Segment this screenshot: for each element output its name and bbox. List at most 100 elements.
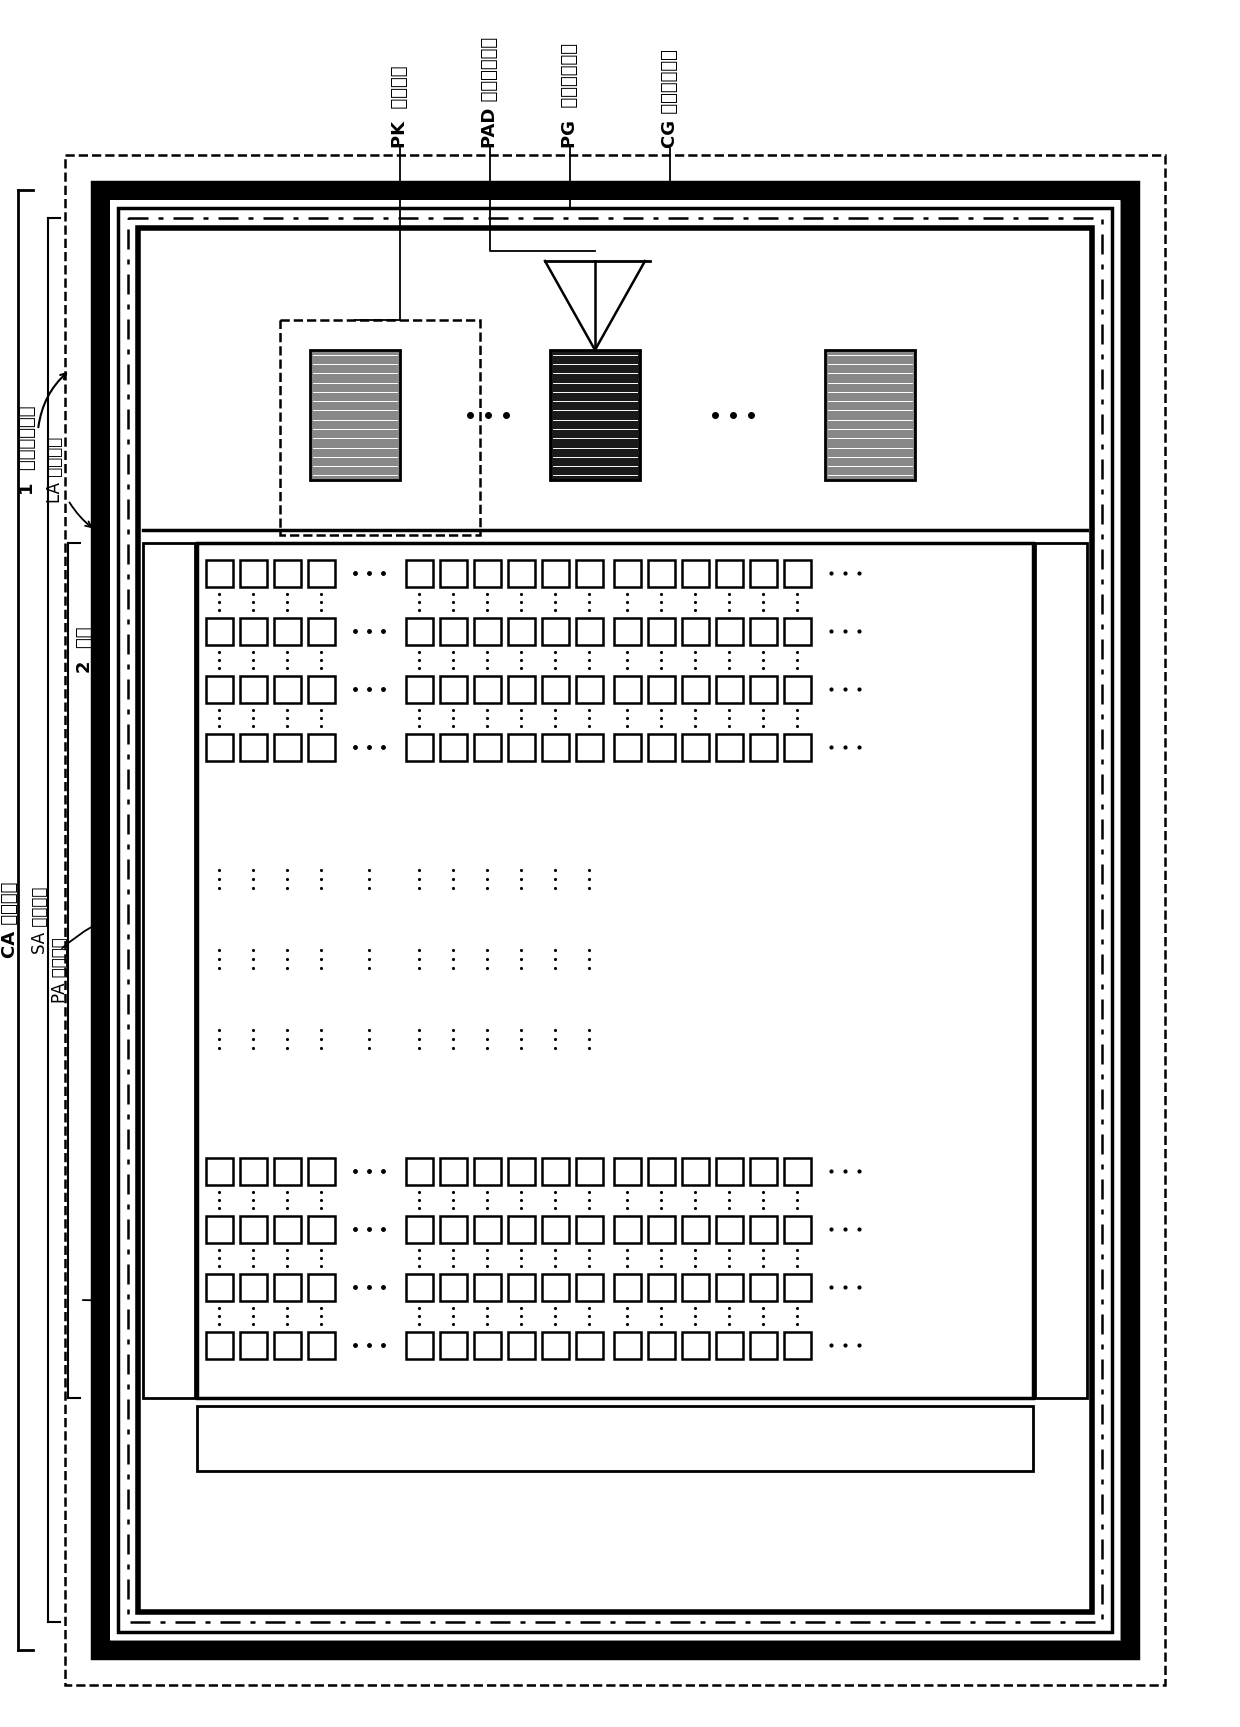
- Bar: [825, 351, 915, 480]
- Bar: [405, 1332, 433, 1359]
- Bar: [715, 1216, 743, 1242]
- Bar: [784, 1216, 811, 1242]
- Bar: [647, 560, 675, 587]
- Bar: [542, 1332, 568, 1359]
- Bar: [784, 1332, 811, 1359]
- Bar: [749, 1216, 776, 1242]
- Bar: [439, 734, 466, 760]
- Bar: [308, 560, 335, 587]
- Bar: [474, 1157, 501, 1185]
- Bar: [575, 1216, 603, 1242]
- Bar: [239, 560, 267, 587]
- Bar: [439, 560, 466, 587]
- Bar: [274, 618, 300, 644]
- Bar: [575, 734, 603, 760]
- Bar: [308, 1332, 335, 1359]
- Bar: [474, 734, 501, 760]
- Bar: [784, 1157, 811, 1185]
- Bar: [474, 1332, 501, 1359]
- Bar: [614, 1157, 641, 1185]
- Text: PK  焊盘开口: PK 焊盘开口: [391, 66, 409, 149]
- Bar: [682, 1157, 708, 1185]
- Bar: [682, 1273, 708, 1300]
- Bar: [647, 1273, 675, 1300]
- Bar: [405, 618, 433, 644]
- Bar: [647, 1332, 675, 1359]
- Bar: [474, 618, 501, 644]
- Bar: [274, 1273, 300, 1300]
- Text: PG  焊盘围绕护环: PG 焊盘围绕护环: [560, 43, 579, 149]
- Bar: [100, 190, 1130, 1649]
- Bar: [749, 1157, 776, 1185]
- Bar: [682, 618, 708, 644]
- Bar: [575, 1273, 603, 1300]
- Bar: [405, 1273, 433, 1300]
- Bar: [682, 675, 708, 703]
- Bar: [405, 675, 433, 703]
- Bar: [715, 675, 743, 703]
- Bar: [542, 675, 568, 703]
- Bar: [308, 734, 335, 760]
- Bar: [206, 1273, 233, 1300]
- Bar: [507, 1332, 534, 1359]
- Bar: [197, 542, 1033, 1397]
- Bar: [507, 560, 534, 587]
- Bar: [749, 1332, 776, 1359]
- Text: PAD 电极焊盘部分: PAD 电极焊盘部分: [481, 36, 498, 149]
- Bar: [749, 734, 776, 760]
- Bar: [239, 1216, 267, 1242]
- Bar: [542, 618, 568, 644]
- Bar: [474, 1216, 501, 1242]
- Bar: [274, 675, 300, 703]
- Bar: [239, 1332, 267, 1359]
- Bar: [206, 1332, 233, 1359]
- Bar: [715, 1273, 743, 1300]
- Bar: [614, 675, 641, 703]
- Bar: [614, 1216, 641, 1242]
- Bar: [784, 560, 811, 587]
- Bar: [507, 1157, 534, 1185]
- Bar: [749, 675, 776, 703]
- Bar: [614, 1332, 641, 1359]
- Bar: [1035, 542, 1087, 1397]
- Text: SA 周围区域: SA 周围区域: [31, 886, 50, 953]
- Text: LA 划线区域: LA 划线区域: [46, 437, 64, 503]
- Bar: [647, 675, 675, 703]
- Bar: [507, 1216, 534, 1242]
- Bar: [239, 1273, 267, 1300]
- Bar: [439, 618, 466, 644]
- Bar: [274, 734, 300, 760]
- Bar: [614, 734, 641, 760]
- Bar: [715, 1157, 743, 1185]
- Bar: [647, 1157, 675, 1185]
- Bar: [647, 734, 675, 760]
- Bar: [784, 675, 811, 703]
- Bar: [749, 1273, 776, 1300]
- Bar: [575, 675, 603, 703]
- Bar: [143, 542, 195, 1397]
- Bar: [715, 734, 743, 760]
- Bar: [128, 218, 1102, 1622]
- Bar: [138, 228, 1092, 1611]
- Bar: [239, 734, 267, 760]
- Bar: [274, 1332, 300, 1359]
- Bar: [575, 618, 603, 644]
- Bar: [439, 675, 466, 703]
- Bar: [575, 1157, 603, 1185]
- Bar: [784, 618, 811, 644]
- Bar: [507, 618, 534, 644]
- Bar: [614, 618, 641, 644]
- Bar: [308, 1273, 335, 1300]
- Bar: [542, 734, 568, 760]
- Bar: [239, 618, 267, 644]
- Bar: [474, 675, 501, 703]
- Text: 2  像素: 2 像素: [76, 627, 94, 674]
- Bar: [405, 560, 433, 587]
- Bar: [274, 1216, 300, 1242]
- Bar: [715, 560, 743, 587]
- Bar: [197, 1406, 1033, 1471]
- Bar: [405, 734, 433, 760]
- Bar: [647, 1216, 675, 1242]
- Bar: [507, 1273, 534, 1300]
- Bar: [507, 734, 534, 760]
